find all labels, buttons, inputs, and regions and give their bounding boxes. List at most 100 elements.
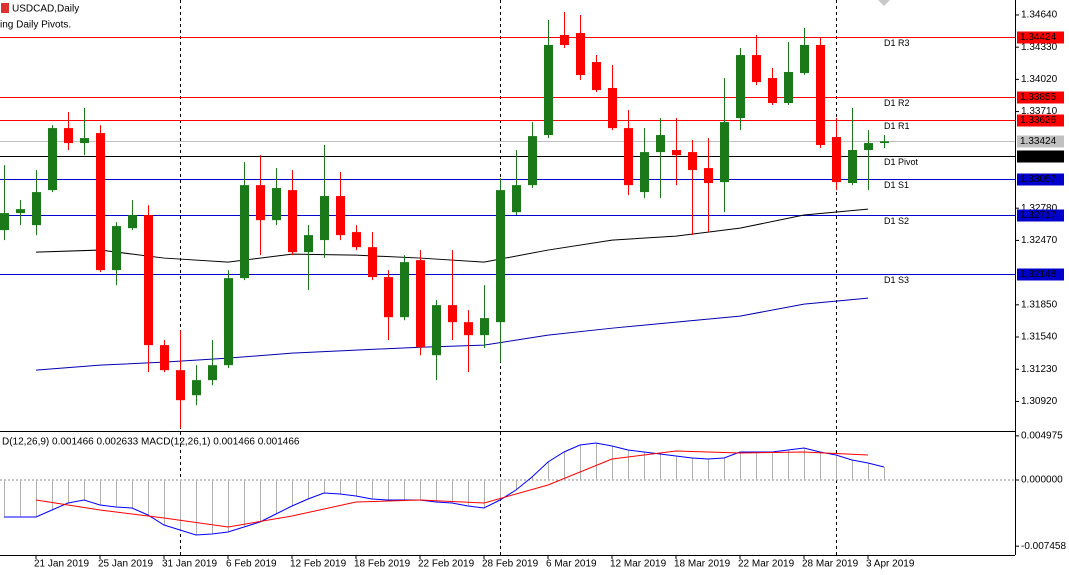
- candle-body: [800, 44, 809, 74]
- pivot-price-label: 1.32717: [1020, 210, 1057, 221]
- pivot-price-box: [1017, 173, 1064, 186]
- x-tick-label: 18 Mar 2019: [674, 559, 731, 570]
- pivot-price-label: 1.33626: [1020, 115, 1057, 126]
- pivot-price-label: 1.33286: [1020, 151, 1057, 162]
- x-tick-label: 31 Jan 2019: [162, 559, 217, 570]
- candle-body: [272, 188, 281, 221]
- y-tick-label: 1.34020: [1021, 74, 1058, 85]
- candle-body: [240, 185, 249, 279]
- macd-label: D(12,26,9) 0.001466 0.002633 MACD(12,26,…: [2, 437, 300, 448]
- candle-body: [816, 44, 825, 146]
- candle-body: [624, 128, 633, 186]
- y-tick-label: 1.33710: [1021, 106, 1058, 117]
- candle-body: [464, 322, 473, 336]
- candle-body: [416, 260, 425, 348]
- candle-body: [784, 71, 793, 104]
- candle-body: [64, 128, 73, 144]
- y-tick-label: 1.31230: [1021, 364, 1058, 375]
- macd-tick-label: 0.004975: [1021, 431, 1063, 442]
- candle-body: [768, 78, 777, 104]
- macd-tick-label: -0.007458: [1021, 541, 1066, 552]
- pivot-price-box: [1017, 114, 1064, 127]
- candle-body: [592, 62, 601, 91]
- pivot-label: D1 R2: [884, 98, 910, 108]
- candle-body: [0, 213, 9, 231]
- candle-body: [208, 365, 217, 381]
- candle-body: [336, 196, 345, 236]
- candle-body: [32, 192, 41, 226]
- pivot-price-box: [1017, 31, 1064, 44]
- indicator-label: ing Daily Pivots.: [0, 20, 71, 31]
- candle-body: [656, 135, 665, 153]
- chart-title: USDCAD,Daily: [12, 4, 79, 15]
- candle-body: [384, 277, 393, 318]
- candle-body: [752, 55, 761, 83]
- x-tick-label: 12 Feb 2019: [290, 559, 347, 570]
- pivot-price-box: [1017, 209, 1064, 222]
- x-tick-label: 22 Mar 2019: [738, 559, 795, 570]
- candle-body: [288, 190, 297, 253]
- pivot-price-label: 1.34424: [1020, 32, 1057, 43]
- x-tick-label: 6 Feb 2019: [226, 559, 277, 570]
- y-tick-label: 1.34330: [1021, 42, 1058, 53]
- candle-body: [112, 226, 121, 271]
- x-tick-label: 25 Jan 2019: [98, 559, 153, 570]
- candle-body: [368, 247, 377, 278]
- pivot-label: D1 S1: [884, 180, 909, 190]
- x-tick-label: 28 Mar 2019: [802, 559, 859, 570]
- candle-body: [576, 33, 585, 76]
- candle-body: [688, 152, 697, 171]
- candle-body: [256, 185, 265, 221]
- y-tick-label: 1.30920: [1021, 396, 1058, 407]
- candle-body: [320, 196, 329, 241]
- y-tick-label: 1.34640: [1021, 10, 1058, 21]
- candle-body: [192, 380, 201, 396]
- candle-body: [96, 133, 105, 271]
- y-tick-label: 1.32780: [1021, 203, 1058, 214]
- candle-body: [608, 87, 617, 129]
- candle-body: [512, 185, 521, 213]
- pivot-label: D1 R1: [884, 121, 910, 131]
- candle-body: [720, 122, 729, 183]
- candle-body: [224, 278, 233, 366]
- candle-body: [672, 150, 681, 156]
- candle-body: [640, 152, 649, 193]
- candle-body: [400, 262, 409, 318]
- candle-body: [848, 150, 857, 184]
- plot-background: [0, 0, 1015, 555]
- x-tick-label: 22 Feb 2019: [418, 559, 475, 570]
- current-price-label: 1.33424: [1020, 136, 1057, 147]
- candle-body: [736, 55, 745, 119]
- pivot-price-label: 1.33855: [1020, 92, 1057, 103]
- candle-body: [48, 128, 57, 191]
- y-tick-label: 1.32470: [1021, 235, 1058, 246]
- candle-body: [560, 35, 569, 45]
- candle-body: [176, 370, 185, 401]
- x-tick-label: 12 Mar 2019: [610, 559, 667, 570]
- candle-body: [832, 137, 841, 183]
- candle-body: [160, 345, 169, 371]
- candle-body: [528, 136, 537, 186]
- pivot-label: D1 S2: [884, 216, 909, 226]
- x-tick-label: 3 Apr 2019: [866, 559, 915, 570]
- candle-body: [704, 168, 713, 184]
- candle-body: [864, 143, 873, 151]
- y-tick-label: 1.31850: [1021, 299, 1058, 310]
- candle-body: [352, 232, 361, 248]
- pivot-price-box: [1017, 91, 1064, 104]
- candle-body: [448, 305, 457, 323]
- pivot-price-label: 1.33057: [1020, 174, 1057, 185]
- candle-body: [16, 209, 25, 214]
- candle-body: [304, 235, 313, 253]
- moving-average: [35, 297, 869, 371]
- candle-body: [544, 44, 553, 136]
- candle-body: [880, 141, 889, 144]
- pivot-label: D1 Pivot: [884, 157, 919, 167]
- x-tick-label: 18 Feb 2019: [354, 559, 411, 570]
- scroll-marker: [878, 0, 890, 6]
- pivot-label: D1 S3: [884, 275, 909, 285]
- candle-body: [496, 190, 505, 323]
- x-tick-label: 21 Jan 2019: [34, 559, 89, 570]
- pivot-price-label: 1.32148: [1020, 269, 1057, 280]
